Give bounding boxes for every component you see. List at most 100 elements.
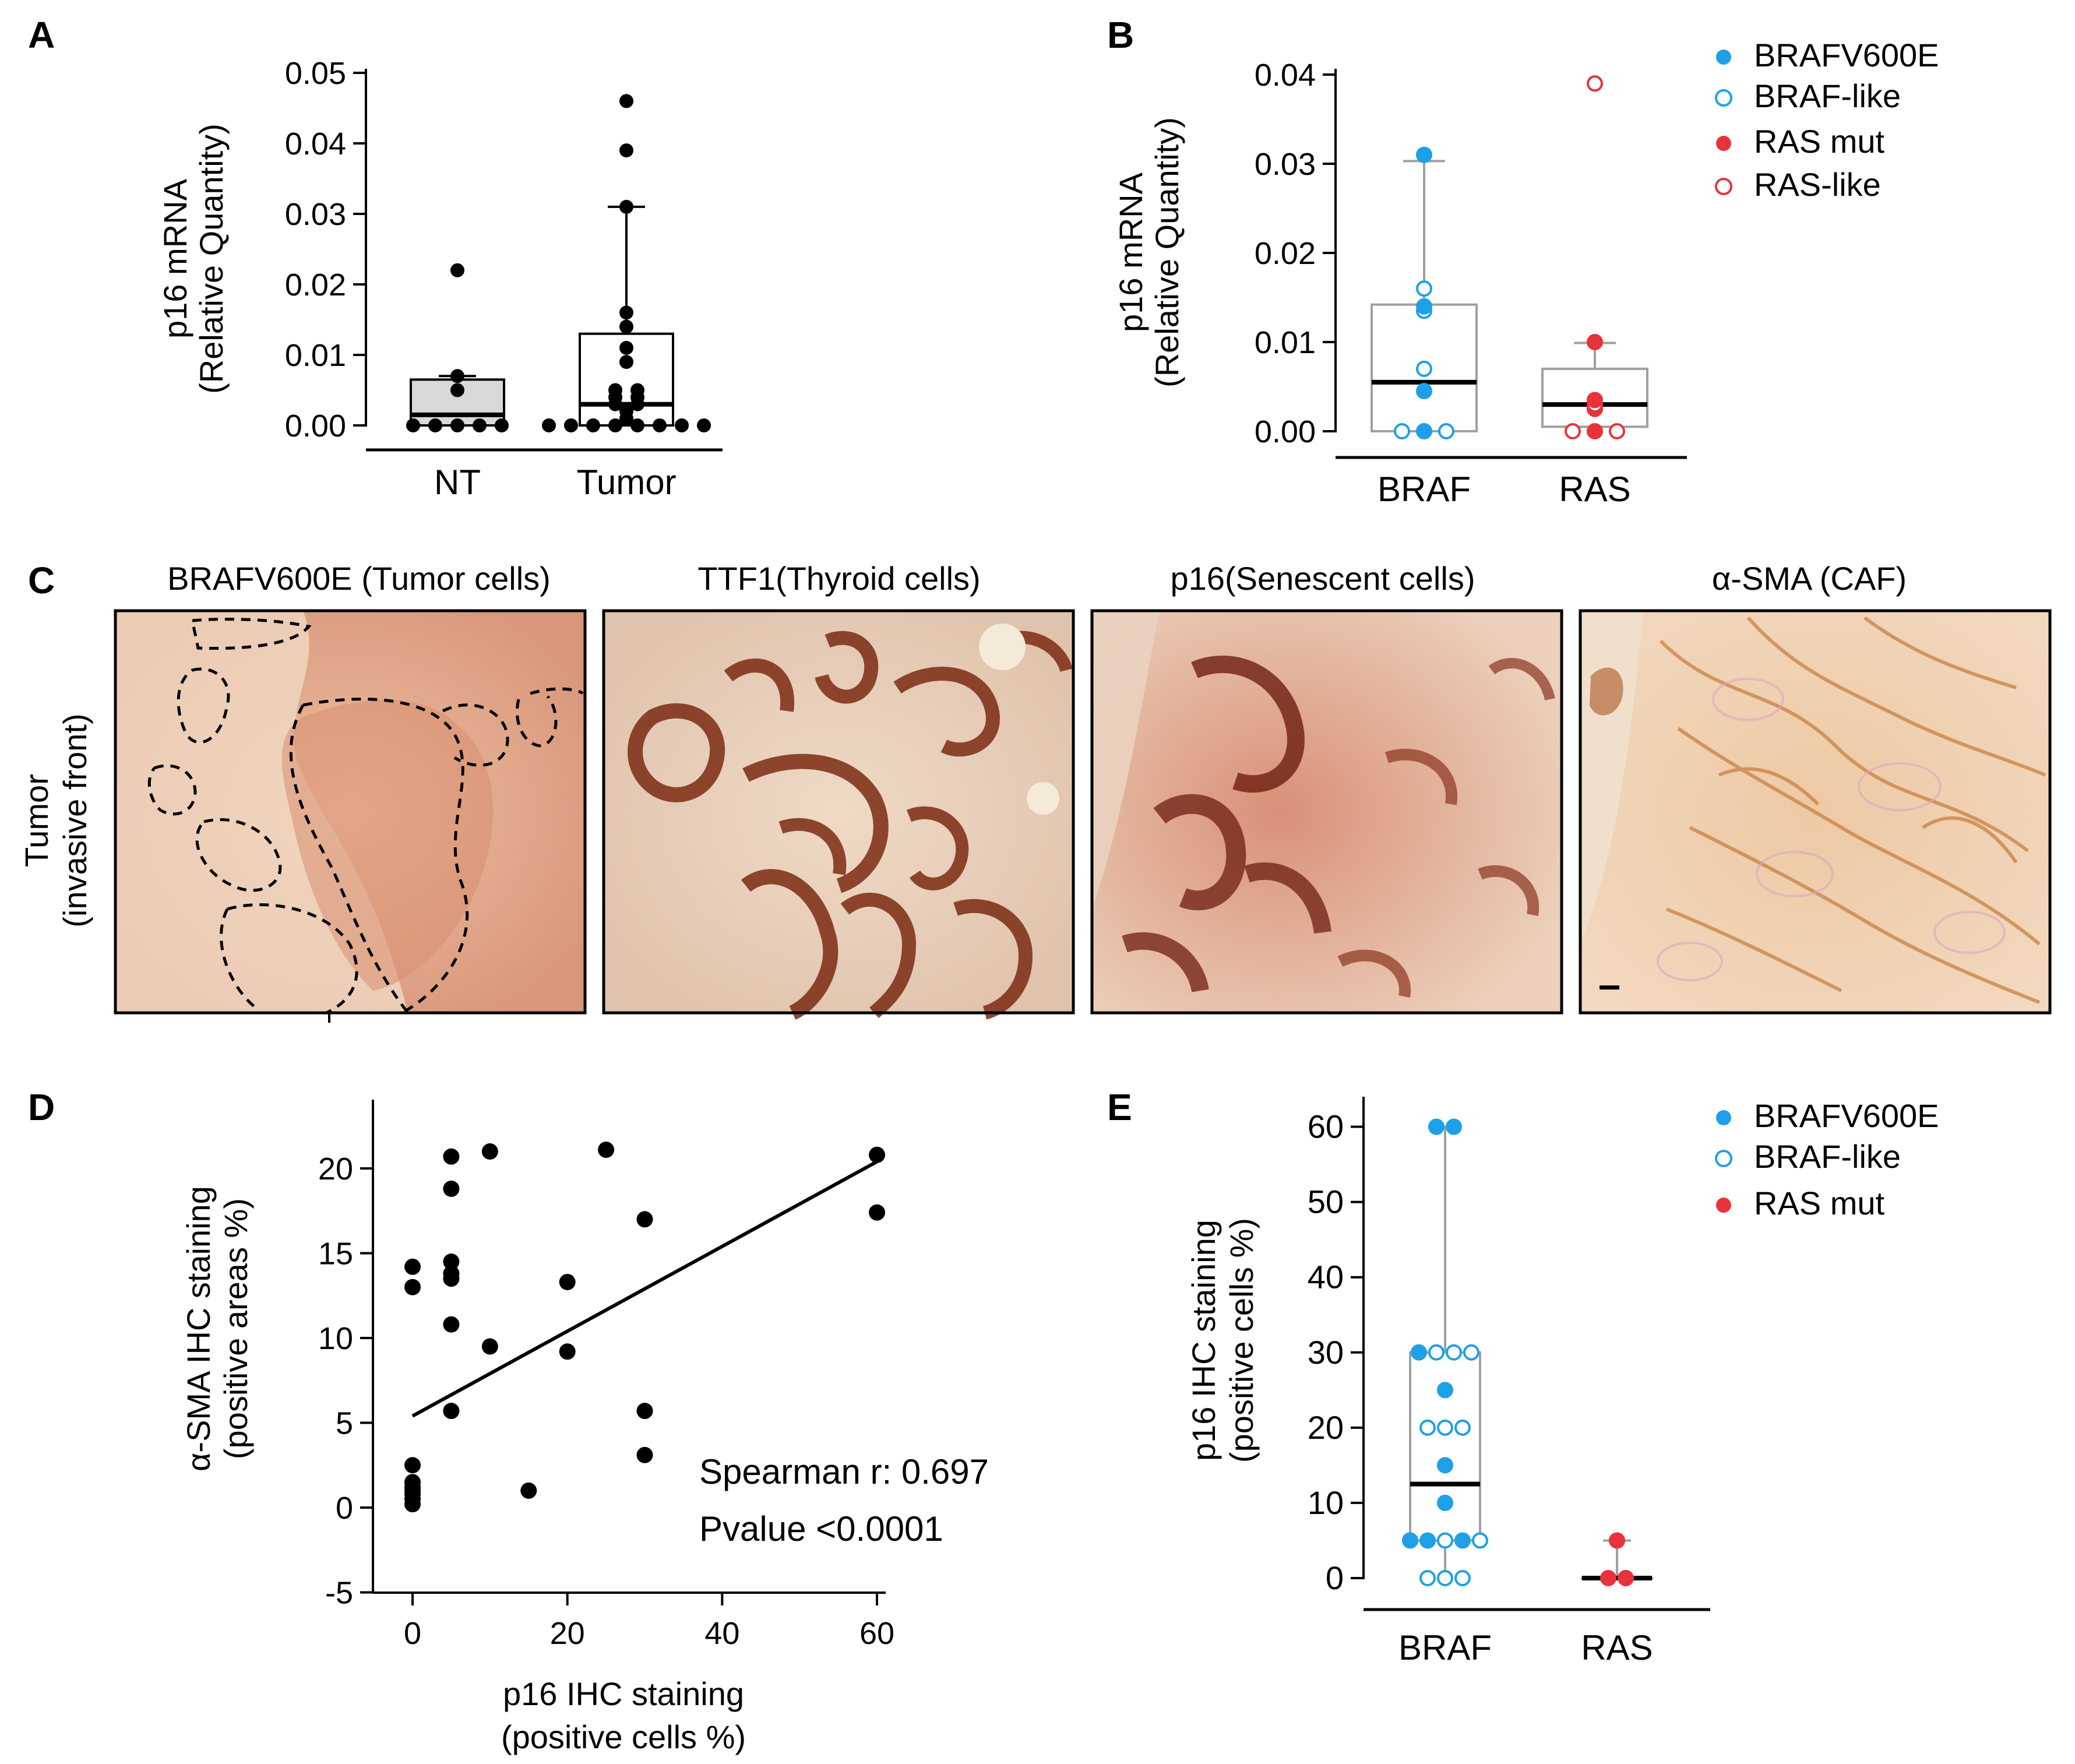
box (1409, 1351, 1481, 1542)
data-point (586, 418, 600, 432)
image-title-braf: BRAFV600E (Tumor cells) (167, 560, 551, 597)
data-point (1454, 1570, 1471, 1586)
data-point (404, 1279, 421, 1295)
y-tick-label: -5 (325, 1576, 353, 1611)
y-tick-label: 20 (318, 1152, 353, 1186)
legend-e-label-braf-like: BRAF-like (1754, 1138, 1901, 1175)
data-point (869, 1146, 885, 1163)
data-point (869, 1204, 885, 1221)
panel-d-xlabel-1: p16 IHC staining (503, 1675, 744, 1712)
data-point (473, 418, 487, 432)
x-tick-label: 0 (404, 1616, 421, 1651)
data-point (404, 1258, 421, 1275)
data-point (450, 369, 464, 383)
data-point (443, 1180, 460, 1197)
panel-d-pvalue: Pvalue <0.0001 (699, 1509, 943, 1548)
data-point (481, 1338, 498, 1355)
panel-e-chart: p16 IHC staining (positive cells %) BRAF… (1185, 1097, 1939, 1667)
legend-e-marker-braf-like (1715, 1150, 1732, 1167)
regression-line (411, 1160, 878, 1418)
legend-label-brafv600e: BRAFV600E (1754, 37, 1939, 73)
data-point (1600, 1570, 1616, 1586)
data-point (1587, 392, 1603, 409)
data-point (1437, 1457, 1453, 1474)
data-point (1587, 423, 1603, 439)
panel-e-legend: BRAFV600E BRAF-like RAS mut (1715, 1097, 1939, 1221)
y-tick-label: 0 (1326, 1559, 1344, 1596)
panel-c-row-label-2: (invasive front) (57, 713, 93, 927)
data-point (559, 1343, 576, 1360)
data-point (1416, 280, 1432, 297)
legend-label-ras-like: RAS-like (1754, 166, 1881, 203)
data-point (619, 305, 633, 320)
y-tick-label: 0.02 (285, 267, 346, 302)
panel-b-ylabel-1: p16 mRNA (1112, 172, 1149, 332)
legend-marker-braf-like (1715, 89, 1732, 107)
data-point (404, 1496, 421, 1513)
y-tick-label: 0 (336, 1491, 353, 1526)
x-category-label: Tumor (576, 463, 676, 502)
legend-e-marker-ras-mut (1716, 1198, 1731, 1213)
data-point (404, 1457, 421, 1474)
y-tick-label: 50 (1308, 1184, 1344, 1220)
data-point (1437, 1532, 1453, 1549)
x-category-label: RAS (1581, 1628, 1653, 1667)
panel-e-ylabel-1: p16 IHC staining (1185, 1220, 1222, 1461)
panel-d-ylabel-2: (positive areas %) (217, 1198, 254, 1459)
data-point (1416, 146, 1432, 163)
data-point (619, 94, 633, 108)
histology-image-asma (1579, 609, 2052, 1015)
data-point (1565, 423, 1581, 439)
y-tick-label: 10 (1308, 1484, 1344, 1521)
x-category-label: RAS (1559, 470, 1630, 509)
data-point (1472, 1532, 1488, 1549)
panel-c-row-label-1: Tumor (18, 774, 55, 867)
data-point (1609, 1532, 1625, 1549)
data-point (1416, 360, 1432, 377)
data-point (1587, 75, 1603, 92)
y-tick-label: 5 (336, 1406, 353, 1441)
data-point (1416, 383, 1432, 400)
data-point (619, 355, 633, 369)
panel-d-xlabel-2: (positive cells %) (501, 1719, 746, 1755)
data-point (1609, 423, 1625, 439)
y-tick-label: 0.04 (285, 126, 346, 161)
data-point (1411, 1344, 1427, 1361)
data-point (1454, 1532, 1471, 1549)
panel-a-ylabel-2: (Relative Quantity) (193, 124, 230, 394)
data-point (1428, 1344, 1445, 1361)
data-point (1618, 1570, 1634, 1586)
data-point (443, 1148, 460, 1165)
legend-marker-ras-like (1715, 178, 1732, 195)
data-point (1438, 423, 1454, 439)
image-title-p16: p16(Senescent cells) (1171, 560, 1475, 597)
legend-e-label-ras-mut: RAS mut (1754, 1185, 1884, 1221)
data-point (1416, 298, 1432, 315)
legend-marker-brafv600e (1716, 50, 1731, 65)
y-tick-label: 40 (1308, 1259, 1344, 1295)
y-tick-label: 0.01 (285, 338, 346, 373)
data-point (1402, 1532, 1418, 1549)
data-point (675, 418, 689, 432)
y-tick-label: 0.03 (1255, 147, 1316, 182)
data-point (443, 1270, 460, 1287)
data-point (619, 404, 633, 418)
data-point (619, 143, 633, 158)
data-point (1419, 1570, 1436, 1586)
panel-b-legend: BRAFV600E BRAF-like RAS mut RAS-like (1715, 37, 1939, 203)
y-tick-label: 15 (318, 1237, 353, 1272)
y-tick-label: 0.00 (1255, 414, 1316, 449)
data-point (564, 418, 578, 432)
y-tick-label: 60 (1308, 1108, 1344, 1145)
panel-letter-b: B (1107, 14, 1134, 56)
data-point (697, 418, 711, 432)
x-tick-label: 20 (550, 1616, 585, 1651)
data-point (630, 418, 644, 432)
panel-letter-a: A (28, 14, 55, 56)
data-point (598, 1141, 615, 1158)
histology-image-ttf1 (602, 609, 1075, 1020)
x-category-label: NT (434, 463, 481, 502)
x-tick-label: 60 (859, 1616, 894, 1651)
data-point (1428, 1118, 1445, 1135)
data-point (542, 418, 556, 432)
